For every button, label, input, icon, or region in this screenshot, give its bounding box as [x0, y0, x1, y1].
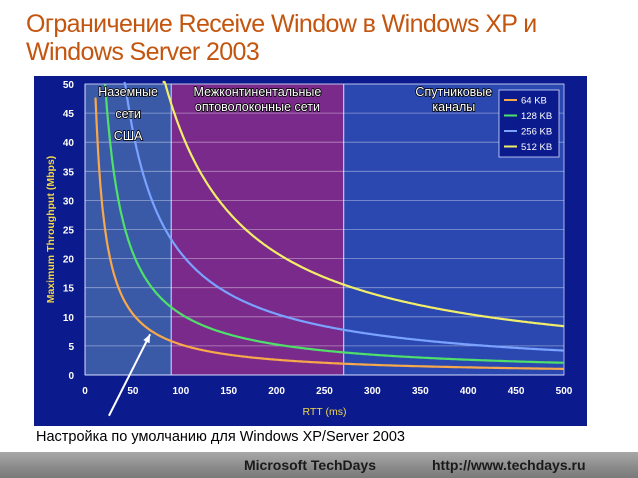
legend-label-3: 512 KB [521, 142, 552, 153]
region-label-1-0: Межконтинентальные [194, 85, 322, 99]
region-band-0 [85, 84, 172, 375]
y-tick-label-0: 0 [68, 371, 74, 382]
y-tick-label-3: 15 [63, 284, 75, 295]
y-tick-label-1: 5 [68, 342, 74, 353]
x-tick-label-8: 400 [460, 386, 477, 397]
x-tick-label-1: 50 [127, 386, 139, 397]
x-axis-title: RTT (ms) [303, 406, 347, 418]
y-tick-label-2: 10 [63, 313, 75, 324]
series-line-512kb [162, 80, 565, 328]
y-tick-label-6: 30 [63, 196, 75, 207]
x-tick-label-7: 350 [412, 386, 429, 397]
region-band-1 [171, 84, 344, 375]
footer-brand: Microsoft TechDays [244, 457, 376, 473]
chart-panel: 0 5 10 15 20 25 30 35 40 45 50 0 50 100 150 200 250 300 35… [34, 76, 587, 426]
x-tick-label-5: 250 [316, 386, 333, 397]
legend-label-1: 128 KB [521, 111, 552, 122]
annotation-arrow-shaft [108, 333, 152, 417]
series-line-64kb [94, 97, 564, 370]
y-tick-label-10: 50 [63, 80, 75, 91]
x-tick-label-0: 0 [82, 386, 88, 397]
region-label-2-0: Спутниковые [415, 85, 492, 99]
x-tick-label-2: 100 [172, 386, 189, 397]
slide-title: Ограничение Receive Window в Windows XP … [26, 10, 537, 66]
x-tick-label-10: 500 [556, 386, 573, 397]
region-label-2-1: каналы [432, 100, 475, 114]
y-axis-title: Maximum Throughput (Mbps) [45, 156, 57, 304]
y-tick-label-7: 35 [63, 167, 75, 178]
footer-bar: Microsoft TechDays http://www.techdays.r… [0, 452, 638, 478]
legend-label-0: 64 KB [521, 96, 547, 107]
region-label-0-0: Наземные [98, 85, 158, 99]
footer-url[interactable]: http://www.techdays.ru [432, 457, 586, 473]
x-tick-label-6: 300 [364, 386, 381, 397]
series-line-128kb [104, 84, 564, 364]
y-tick-label-8: 40 [63, 138, 75, 149]
series-line-256kb [123, 81, 565, 352]
y-tick-label-5: 25 [63, 226, 75, 237]
region-label-0-1: сети [115, 107, 141, 121]
chart-caption: Настройка по умолчанию для Windows XP/Se… [36, 429, 405, 445]
x-tick-label-9: 450 [508, 386, 525, 397]
region-label-1-1: оптоволоконные сети [195, 100, 320, 114]
region-label-0-2: США [114, 129, 143, 143]
legend-label-2: 256 KB [521, 127, 552, 138]
y-tick-label-4: 20 [63, 255, 75, 266]
plot-border [84, 83, 565, 376]
x-tick-label-4: 200 [268, 386, 285, 397]
annotation-arrow-head [143, 334, 151, 344]
y-tick-label-9: 45 [63, 109, 75, 120]
x-tick-label-3: 150 [220, 386, 237, 397]
